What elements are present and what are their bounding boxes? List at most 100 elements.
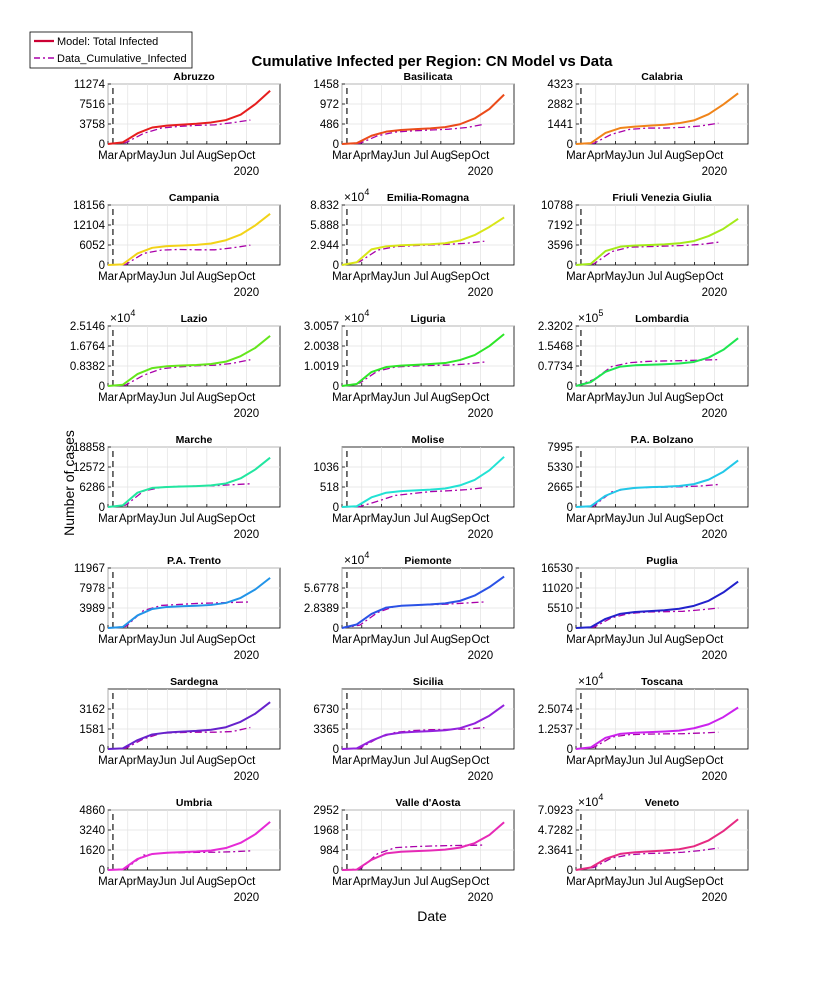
panel-title: P.A. Trento (167, 555, 221, 567)
x-tick-label: May (605, 876, 627, 888)
legend: Model: Total Infected Data_Cumulative_In… (29, 31, 193, 69)
y-tick-label: 1968 (313, 825, 339, 837)
x-tick-label: May (371, 634, 393, 646)
x-tick-label: Aug (197, 150, 217, 162)
x-tick-label: Jun (626, 755, 645, 767)
x-tick-label: Oct (237, 150, 256, 162)
x-tick-label: Sep (684, 513, 704, 525)
panel-umbria: 0 1620 3240 4860 Mar Apr May Jun Jul Aug Sep Oct 202… (79, 797, 281, 904)
y-tick-label: 3989 (79, 603, 105, 615)
axis-exponent: ×104 (578, 671, 603, 688)
x-tick-label: Sep (216, 513, 236, 525)
axis-exponent: ×104 (344, 550, 369, 567)
x-tick-label: Apr (587, 876, 605, 888)
x-tick-label: Aug (431, 271, 451, 283)
year-label: 2020 (702, 892, 728, 904)
x-tick-label: Jul (414, 876, 429, 888)
x-tick-label: Mar (566, 150, 586, 162)
x-tick-label: Mar (566, 392, 586, 404)
x-tick-label: Jul (648, 876, 663, 888)
y-tick-label: 0 (99, 744, 105, 756)
x-tick-label: Oct (705, 513, 724, 525)
x-tick-label: Sep (684, 755, 704, 767)
x-tick-label: Sep (450, 513, 470, 525)
panel-title: Valle d'Aosta (396, 797, 461, 809)
x-tick-label: Mar (566, 876, 586, 888)
panel-friuli-venezia-giulia: 0 3596 7192 10788 Mar Apr May Jun Jul Aug Sep Oct 20… (541, 192, 749, 299)
x-tick-label: Jun (626, 876, 645, 888)
data-series (575, 241, 719, 266)
panel-title: Calabria (641, 71, 683, 83)
plot-area (575, 567, 749, 629)
y-tick-label: 6730 (313, 704, 339, 716)
x-tick-label: Apr (119, 271, 137, 283)
y-tick-label: 4.7282 (538, 825, 573, 837)
year-label: 2020 (234, 650, 260, 662)
y-tick-label: 3.0057 (304, 321, 339, 333)
y-tick-label: 1620 (79, 845, 105, 857)
x-tick-label: Jun (158, 150, 177, 162)
x-tick-label: Aug (665, 513, 685, 525)
y-tick-label: 10788 (541, 200, 573, 212)
y-tick-label: 1.0019 (304, 361, 339, 373)
y-tick-label: 11020 (542, 583, 573, 595)
panel-abruzzo: 0 3758 7516 11274 Mar Apr May Jun Jul Aug Sep Oct 20… (74, 71, 281, 178)
x-tick-label: Apr (119, 150, 137, 162)
y-tick-label: 12572 (73, 462, 105, 474)
year-label: 2020 (702, 650, 728, 662)
panel-title: Campania (169, 192, 219, 204)
x-tick-label: Jul (414, 392, 429, 404)
panel-lombardia: 0 0.7734 1.5468 2.3202 Mar Apr May Jun Jul Aug Sep… (538, 308, 749, 420)
x-tick-label: Apr (587, 271, 605, 283)
x-tick-label: May (605, 150, 627, 162)
y-tick-label: 5510 (547, 603, 573, 615)
model-series (107, 456, 271, 508)
y-tick-label: 0 (333, 623, 339, 635)
x-tick-label: Apr (353, 392, 371, 404)
x-tick-label: Jul (414, 755, 429, 767)
y-tick-label: 2.3202 (538, 321, 573, 333)
y-tick-label: 0 (333, 865, 339, 877)
x-tick-label: Aug (431, 876, 451, 888)
panel-title: Lombardia (635, 313, 689, 325)
y-tick-label: 6286 (79, 482, 105, 494)
data-series (107, 359, 251, 387)
panel-marche: 0 6286 12572 18858 Mar Apr May Jun Jul Aug Sep Oct 2… (73, 434, 281, 541)
y-tick-label: 2882 (547, 99, 573, 111)
y-tick-label: 0 (567, 744, 573, 756)
x-tick-label: Jul (648, 634, 663, 646)
x-tick-label: Jul (180, 392, 195, 404)
panel-title: Umbria (176, 797, 212, 809)
x-tick-label: Jul (180, 513, 195, 525)
x-tick-label: May (371, 271, 393, 283)
y-tick-label: 3596 (547, 240, 573, 252)
y-tick-label: 0 (567, 865, 573, 877)
x-tick-label: Aug (431, 150, 451, 162)
x-tick-label: Jul (180, 150, 195, 162)
y-tick-label: 6052 (79, 240, 105, 252)
x-tick-label: Oct (471, 150, 490, 162)
y-tick-label: 3758 (79, 119, 105, 131)
panel-piemonte: 0 2.8389 5.6778 Mar Apr May Jun Jul Aug Sep Oct 202… (304, 550, 515, 662)
model-series (107, 701, 271, 750)
y-tick-label: 1.5468 (538, 341, 573, 353)
x-tick-label: Aug (431, 634, 451, 646)
model-series (575, 818, 739, 871)
x-tick-label: May (137, 271, 159, 283)
y-tick-label: 18156 (73, 200, 105, 212)
x-tick-label: May (605, 271, 627, 283)
panel-title: Sicilia (413, 676, 444, 688)
x-tick-label: Sep (216, 755, 236, 767)
panel-liguria: 0 1.0019 2.0038 3.0057 Mar Apr May Jun Jul Aug Sep… (304, 308, 515, 420)
x-tick-label: Apr (119, 876, 137, 888)
model-series (341, 821, 505, 871)
x-tick-label: Jul (648, 755, 663, 767)
x-tick-label: Jul (180, 271, 195, 283)
data-series (107, 244, 251, 266)
data-series (575, 847, 719, 871)
y-tick-label: 972 (320, 99, 339, 111)
x-tick-label: Oct (705, 876, 724, 888)
x-tick-label: Sep (684, 634, 704, 646)
